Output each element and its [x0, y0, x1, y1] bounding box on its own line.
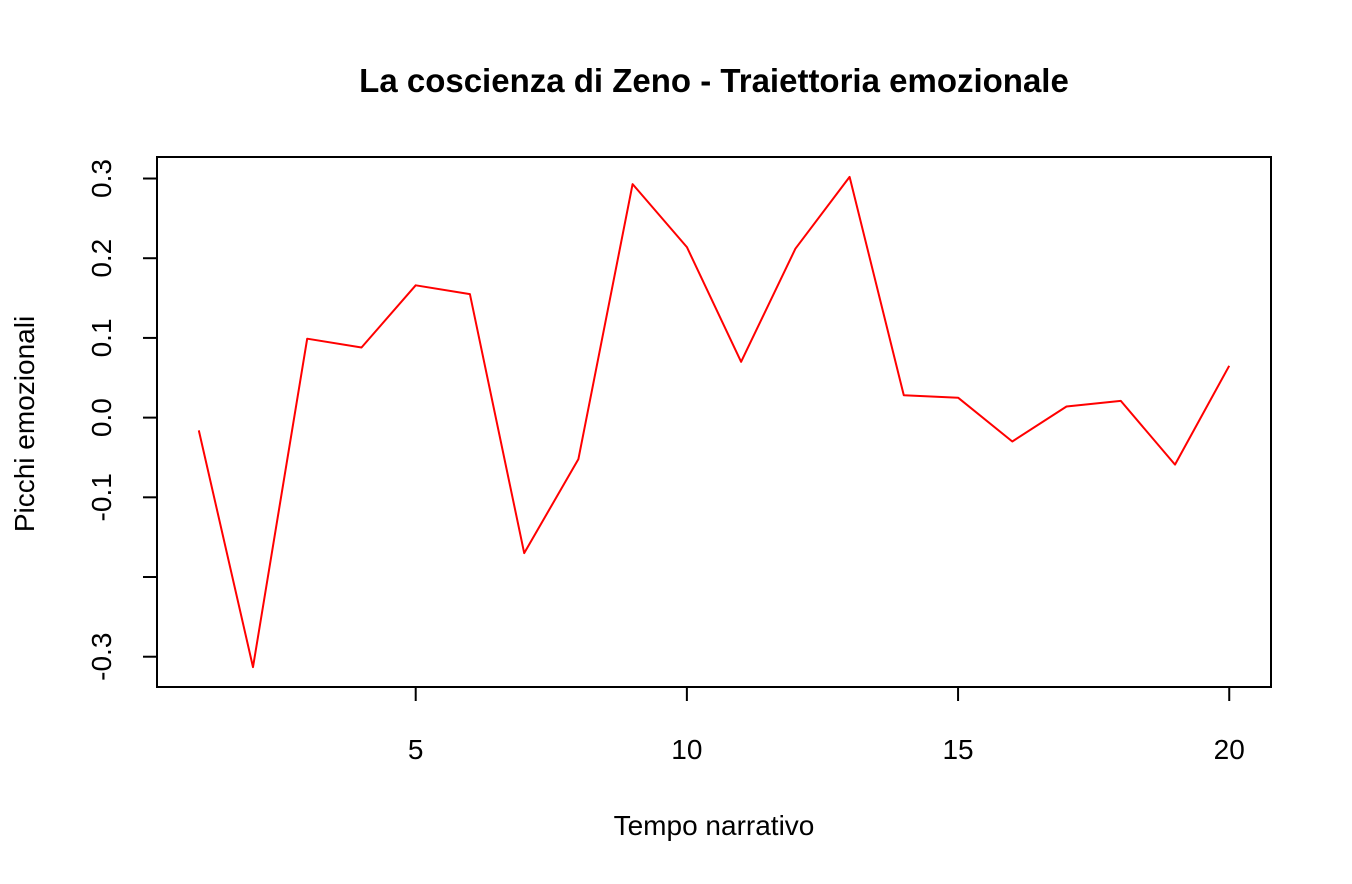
x-tick-label: 15: [942, 734, 973, 765]
chart-title: La coscienza di Zeno - Traiettoria emozi…: [359, 62, 1069, 99]
y-axis: -0.3 -0.1 0.0 0.1 0.2 0.3: [86, 159, 157, 681]
x-axis: 5 10 15 20: [408, 687, 1245, 765]
series-layer: [197, 175, 1231, 669]
y-tick-label: -0.3: [86, 633, 117, 681]
y-tick-label: 0.1: [86, 318, 117, 357]
x-tick-label: 10: [671, 734, 702, 765]
x-tick-label: 20: [1214, 734, 1245, 765]
plot-frame: [156, 156, 1272, 688]
series-line: [197, 175, 1231, 669]
y-axis-label: Picchi emozionali: [9, 316, 40, 532]
y-tick-label: -0.1: [86, 473, 117, 521]
x-axis-label: Tempo narrativo: [614, 810, 815, 841]
y-tick-label: 0.3: [86, 159, 117, 198]
y-tick-label: 0.0: [86, 398, 117, 437]
x-tick-label: 5: [408, 734, 424, 765]
y-tick-label: 0.2: [86, 239, 117, 278]
